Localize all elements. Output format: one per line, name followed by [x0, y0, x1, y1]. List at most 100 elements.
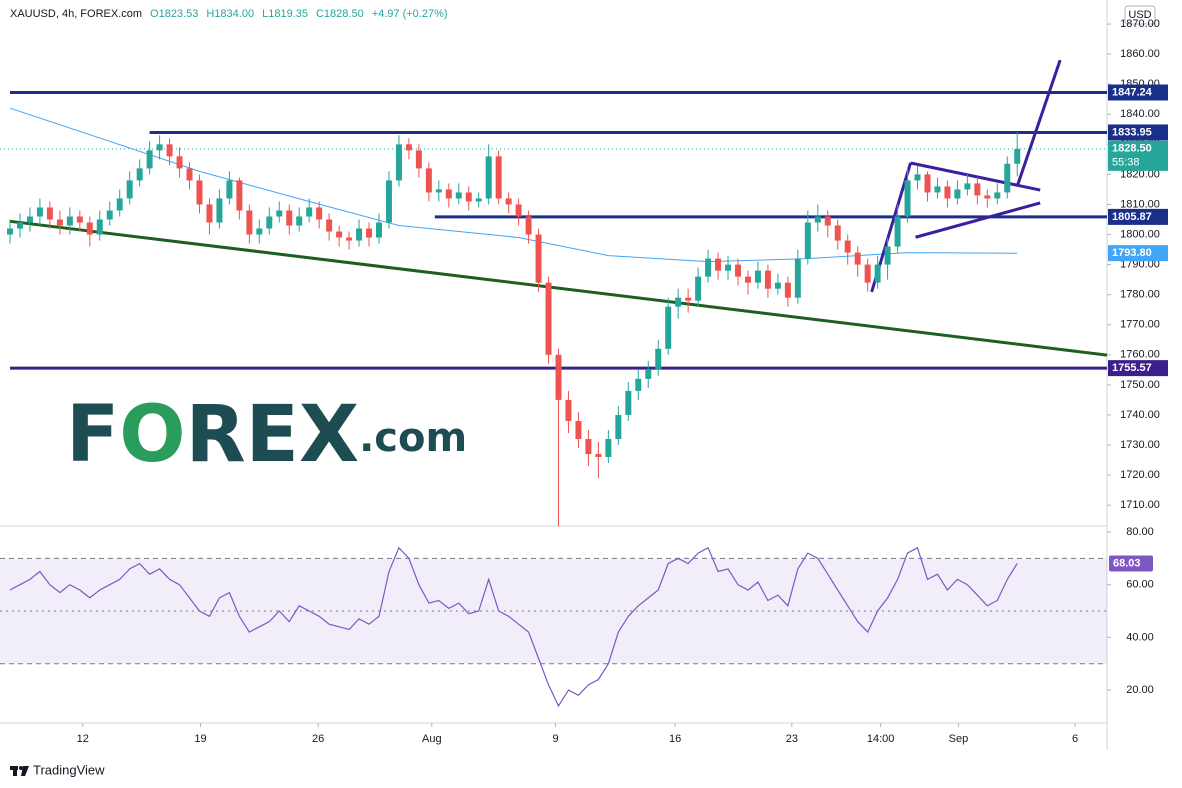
logo-text: FOREX.com [66, 390, 467, 480]
y-tick-label: 1780.00 [1120, 289, 1160, 301]
candle-body [665, 306, 672, 349]
trend-line [1015, 59, 1062, 187]
candle-body [196, 180, 203, 205]
candle-body [705, 258, 712, 277]
candle-body [346, 237, 353, 241]
y-tick-label: 1760.00 [1120, 349, 1160, 361]
candle-body [485, 156, 492, 199]
candle-body [146, 150, 153, 169]
candle-body [695, 276, 702, 301]
candle-body [625, 390, 632, 415]
last-price-label: 1828.50 [1112, 143, 1152, 155]
x-tick-label: Aug [422, 733, 442, 745]
last-price-box [1108, 140, 1168, 171]
ohlc-close: C1828.50 [316, 8, 364, 20]
logo-part: F [66, 390, 119, 480]
x-tick-label: 19 [194, 733, 206, 745]
candle-body [495, 156, 502, 199]
candle-body [565, 399, 572, 421]
candle-body [535, 234, 542, 283]
ma-label: 1793.80 [1112, 247, 1152, 259]
ohlc-change: +4.97 (+0.27%) [372, 8, 448, 20]
candle-body [655, 348, 662, 370]
x-tick-label: 9 [552, 733, 558, 745]
candle-body [16, 222, 23, 229]
trend-line [9, 219, 1108, 357]
candle-body [176, 156, 183, 169]
y-tick-label: 1730.00 [1120, 439, 1160, 451]
rsi-tick-label: 80.00 [1126, 526, 1154, 538]
y-tick-label: 1800.00 [1120, 228, 1160, 240]
candle-body [276, 210, 283, 217]
candle-body [1004, 163, 1011, 193]
candle-body [166, 144, 173, 157]
y-tick-label: 1870.00 [1120, 18, 1160, 30]
header-bg [0, 0, 480, 26]
rsi-tick-label: 20.00 [1126, 684, 1154, 696]
candle-body [465, 192, 472, 202]
y-tick-label: 1820.00 [1120, 168, 1160, 180]
candle-body [116, 198, 123, 211]
candle-body [525, 216, 532, 235]
candle-body [824, 216, 831, 226]
header: XAUUSD, 4h, FOREX.com O1823.53 H1834.00 L18… [10, 8, 448, 20]
ohlc-high: H1834.00 [206, 8, 254, 20]
candle-body [266, 216, 273, 229]
candle-body [156, 144, 163, 151]
candle-body [236, 180, 243, 211]
level-label: 1755.57 [1112, 362, 1152, 374]
footer-icon [13, 766, 17, 776]
candle-body [934, 186, 941, 193]
currency[interactable]: USD [1128, 9, 1151, 21]
currency-box[interactable] [1124, 5, 1156, 25]
candle-body [834, 225, 841, 241]
candle-body [505, 198, 512, 205]
candle-body [595, 454, 602, 458]
ohlc-open: O1823.53 [150, 8, 198, 20]
countdown: 55:38 [1112, 157, 1140, 169]
candle-body [96, 219, 103, 235]
candle-body [954, 189, 961, 199]
ma-box [1108, 245, 1168, 262]
level-box [1108, 84, 1168, 101]
level-box [1108, 208, 1168, 225]
level-box [1108, 124, 1168, 141]
candle-body [814, 216, 821, 223]
candle-body [545, 282, 552, 355]
candle-body [984, 195, 991, 199]
candle-body [36, 207, 43, 217]
candle-body [316, 207, 323, 220]
candle-body [375, 222, 382, 238]
candle-body [7, 228, 13, 235]
candle-body [964, 183, 971, 190]
candle-body [675, 297, 682, 307]
candle-body [475, 198, 482, 202]
y-tick-label: 1790.00 [1120, 259, 1160, 271]
candle-body [754, 270, 761, 283]
rsi-tick-label: 60.00 [1126, 579, 1154, 591]
candle-body [864, 264, 871, 283]
candle-body [356, 228, 363, 241]
y-tick-label: 1840.00 [1120, 108, 1160, 120]
candle-body [336, 231, 343, 238]
candle-body [136, 168, 143, 181]
trend-line [915, 201, 1041, 239]
rsi-value-label: 68.03 [1113, 557, 1141, 569]
logo-part: O [119, 390, 185, 480]
candle-body [844, 240, 851, 253]
level-label: 1847.24 [1112, 86, 1153, 98]
candle-body [635, 378, 642, 391]
rsi-tick-label: 40.00 [1126, 631, 1154, 643]
y-tick-label: 1750.00 [1120, 379, 1160, 391]
candle-body [256, 228, 263, 235]
candle-body [515, 204, 522, 217]
candle-body [605, 439, 612, 458]
candle-body [914, 174, 921, 181]
candle-body [206, 204, 213, 223]
footer-logo [10, 766, 29, 776]
x-tick-label: 14:00 [867, 733, 895, 745]
candle-body [66, 216, 73, 226]
candle-body [585, 439, 592, 455]
candle-body [326, 219, 333, 232]
